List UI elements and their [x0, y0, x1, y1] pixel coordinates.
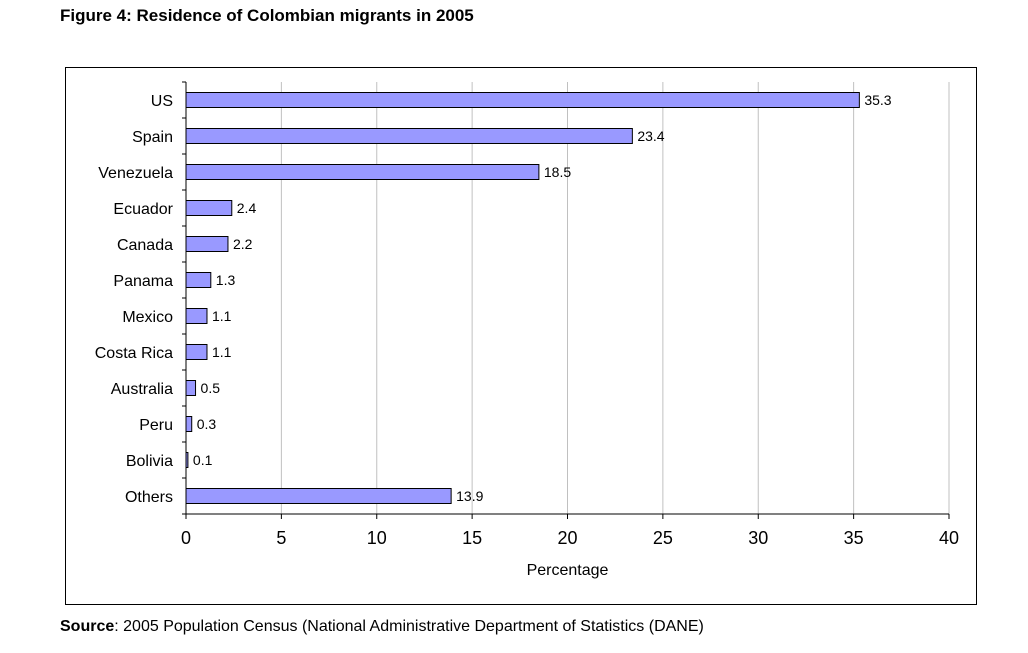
category-label-ecuador: Ecuador	[113, 201, 173, 218]
data-label-others: 13.9	[456, 488, 483, 504]
source-note: Source: 2005 Population Census (National…	[60, 618, 704, 636]
category-label-australia: Australia	[111, 381, 173, 398]
x-tick-label-30: 30	[748, 528, 768, 548]
category-label-us: US	[151, 93, 173, 110]
data-label-us: 35.3	[864, 92, 891, 108]
data-label-spain: 23.4	[637, 128, 664, 144]
data-label-australia: 0.5	[201, 380, 221, 396]
bar-panama	[185, 272, 212, 288]
data-label-peru: 0.3	[197, 416, 217, 432]
figure-title: Figure 4: Residence of Colombian migrant…	[60, 6, 474, 25]
bar-spain	[185, 128, 633, 144]
bar-mexico	[185, 308, 208, 324]
bar-australia	[185, 380, 197, 396]
x-tick-label-0: 0	[181, 528, 191, 548]
category-label-peru: Peru	[139, 417, 173, 434]
source-separator: :	[114, 618, 119, 635]
category-label-mexico: Mexico	[122, 309, 173, 326]
x-tick-label-20: 20	[557, 528, 577, 548]
x-tick-label-25: 25	[653, 528, 673, 548]
category-label-bolivia: Bolivia	[126, 453, 173, 470]
bar-us	[185, 92, 860, 108]
data-label-venezuela: 18.5	[544, 164, 571, 180]
category-label-canada: Canada	[117, 237, 173, 254]
data-label-panama: 1.3	[216, 272, 236, 288]
data-label-ecuador: 2.4	[237, 200, 257, 216]
bar-venezuela	[185, 164, 540, 180]
bar-chart: 0 5 10 15 20 25 30 35 40 US Spain Venezuela Ecuador C…	[95, 81, 959, 579]
source-text: 2005 Population Census (National Adminis…	[118, 618, 704, 635]
chart-frame: 0 5 10 15 20 25 30 35 40 US Spain Venezuela Ecuador C…	[65, 67, 977, 605]
source-label: Source	[60, 618, 115, 635]
x-tick-label-35: 35	[844, 528, 864, 548]
bar-ecuador	[185, 200, 233, 216]
x-tick-label-15: 15	[462, 528, 482, 548]
data-label-bolivia: 0.1	[193, 452, 213, 468]
data-label-canada: 2.2	[233, 236, 253, 252]
x-tick-label-40: 40	[939, 528, 959, 548]
x-axis-title: Percentage	[527, 562, 609, 579]
category-label-others: Others	[125, 489, 173, 506]
category-label-panama: Panama	[113, 273, 173, 290]
category-label-costa-rica: Costa Rica	[95, 345, 173, 362]
category-label-venezuela: Venezuela	[98, 165, 173, 182]
bar-others	[185, 488, 452, 504]
data-label-costa-rica: 1.1	[212, 344, 232, 360]
category-label-spain: Spain	[132, 129, 173, 146]
x-tick-label-10: 10	[367, 528, 387, 548]
data-label-mexico: 1.1	[212, 308, 232, 324]
x-tick-label-5: 5	[276, 528, 286, 548]
bar-canada	[185, 236, 229, 252]
bar-peru	[185, 416, 193, 432]
bar-costa-rica	[185, 344, 208, 360]
